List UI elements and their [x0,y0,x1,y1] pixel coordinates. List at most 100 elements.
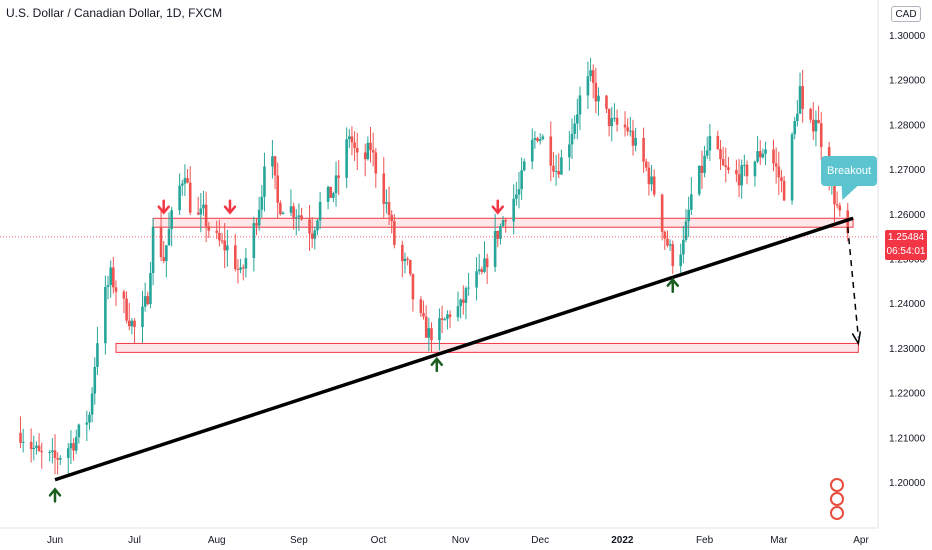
candle-body [297,215,301,218]
candle-body [568,144,571,158]
candle-body [801,86,804,109]
candle-body [29,441,33,450]
candle-body [74,437,78,451]
candle-body [573,123,576,134]
candle-body [93,366,97,394]
candle-body [289,206,293,213]
y-tick-label: 1.26000 [889,210,926,221]
candle-body [382,173,386,204]
candle-body [130,320,134,327]
candle-body [634,137,637,146]
y-tick-label: 1.27000 [889,165,926,176]
y-tick-label: 1.25000 [889,255,926,266]
candle-body [721,159,725,166]
candle-body [422,313,425,317]
candle-body [48,451,51,453]
candle-body [332,193,335,198]
candle-body [430,328,433,341]
candle-body [538,139,542,141]
candle-body [188,182,192,213]
candle-body [753,161,757,177]
candle-body [467,287,470,289]
candle-body [408,259,412,274]
candle-body [326,186,330,202]
candle-body [663,231,667,239]
candle-body [660,194,664,232]
candle-body [560,157,563,175]
candle-body [697,165,701,195]
candle-body [554,171,558,173]
tradingview-logo-icon [826,478,852,520]
candle-body [385,202,388,204]
projection-dashed-line [846,227,860,338]
candle-body [504,220,508,222]
candle-body [122,291,126,299]
candle-body [220,240,224,242]
candle-body [313,230,317,239]
y-tick-label: 1.24000 [889,299,926,310]
down-arrow-marker [223,199,237,215]
candle-body [133,320,136,328]
candle-body [170,210,173,229]
candle-body [530,139,534,162]
candle-body [605,95,608,109]
candle-body [263,166,266,197]
candle-body [281,212,285,215]
candle-body [387,202,391,215]
candle-body [178,185,181,211]
candle-body [780,177,783,182]
candle-body [631,130,635,146]
current-price-value: 1.25484 [887,232,925,243]
candle-body [485,258,489,268]
candle-body [610,118,614,127]
candle-body [226,245,229,251]
bar-countdown: 06:54:01 [886,246,926,257]
y-tick-label: 1.22000 [889,389,926,400]
candle-body [533,138,537,140]
up-arrow-marker [430,356,444,373]
candle-body [578,95,582,115]
candle-body [393,221,396,245]
candle-body [353,142,356,148]
candle-body [419,299,423,314]
candle-body [334,175,338,194]
candle-body [493,230,497,268]
candle-body [257,209,261,226]
x-tick-label: Nov [452,535,470,546]
candle-body [40,450,44,453]
candle-body [719,149,722,160]
currency-button[interactable]: CAD [891,6,921,22]
candle-body [541,136,545,140]
candle-body [233,245,237,270]
candle-body [363,152,367,160]
candle-body [480,269,484,272]
candle-body [390,214,394,222]
y-tick-label: 1.23000 [889,344,926,355]
candle-body [647,167,651,185]
candle-body [19,432,22,443]
candle-body [764,149,767,154]
candle-body [459,299,462,307]
candle-body [716,136,720,150]
candle-body [522,161,526,171]
candle-body [180,183,184,186]
candle-body [186,178,189,183]
candle-body [294,217,298,219]
candle-body [666,238,669,246]
candle-body [679,254,683,267]
candle-body [411,273,415,300]
candle-body [700,165,704,173]
candle-body [77,424,81,438]
candle-body [51,450,54,452]
candle-body [443,319,447,321]
candle-body [279,202,282,215]
candle-body [35,445,38,448]
candle-body [183,178,187,184]
candle-body [196,212,200,215]
candle-body [199,208,203,215]
y-tick-label: 1.21000 [889,433,926,444]
candle-body [223,240,226,251]
candle-body [684,221,688,240]
candle-body [549,136,553,166]
